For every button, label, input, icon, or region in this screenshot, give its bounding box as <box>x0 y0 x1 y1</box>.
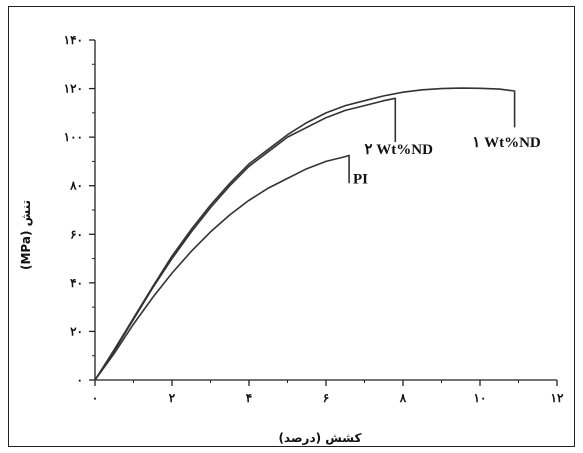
x-tick-label: ۰ <box>92 391 98 405</box>
y-tick-label: ۱۴۰ <box>64 33 83 47</box>
x-tick-label: ۱۰ <box>474 391 487 405</box>
series-group <box>94 87 516 381</box>
x-tick-label: ۲ <box>169 391 176 405</box>
x-tick-label: ۱۲ <box>551 391 564 405</box>
x-axis-title: کشش (درصد) <box>279 431 362 445</box>
chart-frame <box>8 6 575 447</box>
series-label-1: PI <box>353 171 368 187</box>
labels: PI ۲ Wt%ND ۱ Wt%ND <box>353 135 541 187</box>
series-line-3 <box>94 87 516 381</box>
x-tick-label: ۶ <box>323 391 329 405</box>
y-axis-title: تنش (MPa) <box>19 200 33 270</box>
x-tick-label: ۴ <box>246 391 252 405</box>
series-label-2: ۲ Wt%ND <box>365 142 434 158</box>
y-tick-label: ۶۰ <box>70 227 83 241</box>
y-tick-label: ۲۰ <box>70 324 83 338</box>
y-tick-label: ۴۰ <box>70 276 83 290</box>
series-line-2 <box>94 97 397 381</box>
x-tick-label: ۸ <box>399 391 407 405</box>
axes <box>94 40 557 381</box>
y-tick-label: ۰ <box>77 373 83 387</box>
series-label-3: ۱ Wt%ND <box>472 135 541 151</box>
y-tick-label: ۱۲۰ <box>64 82 83 96</box>
y-tick-label: ۸۰ <box>69 179 83 193</box>
y-tick-label: ۱۰۰ <box>64 130 83 144</box>
series-line-1 <box>94 154 350 381</box>
